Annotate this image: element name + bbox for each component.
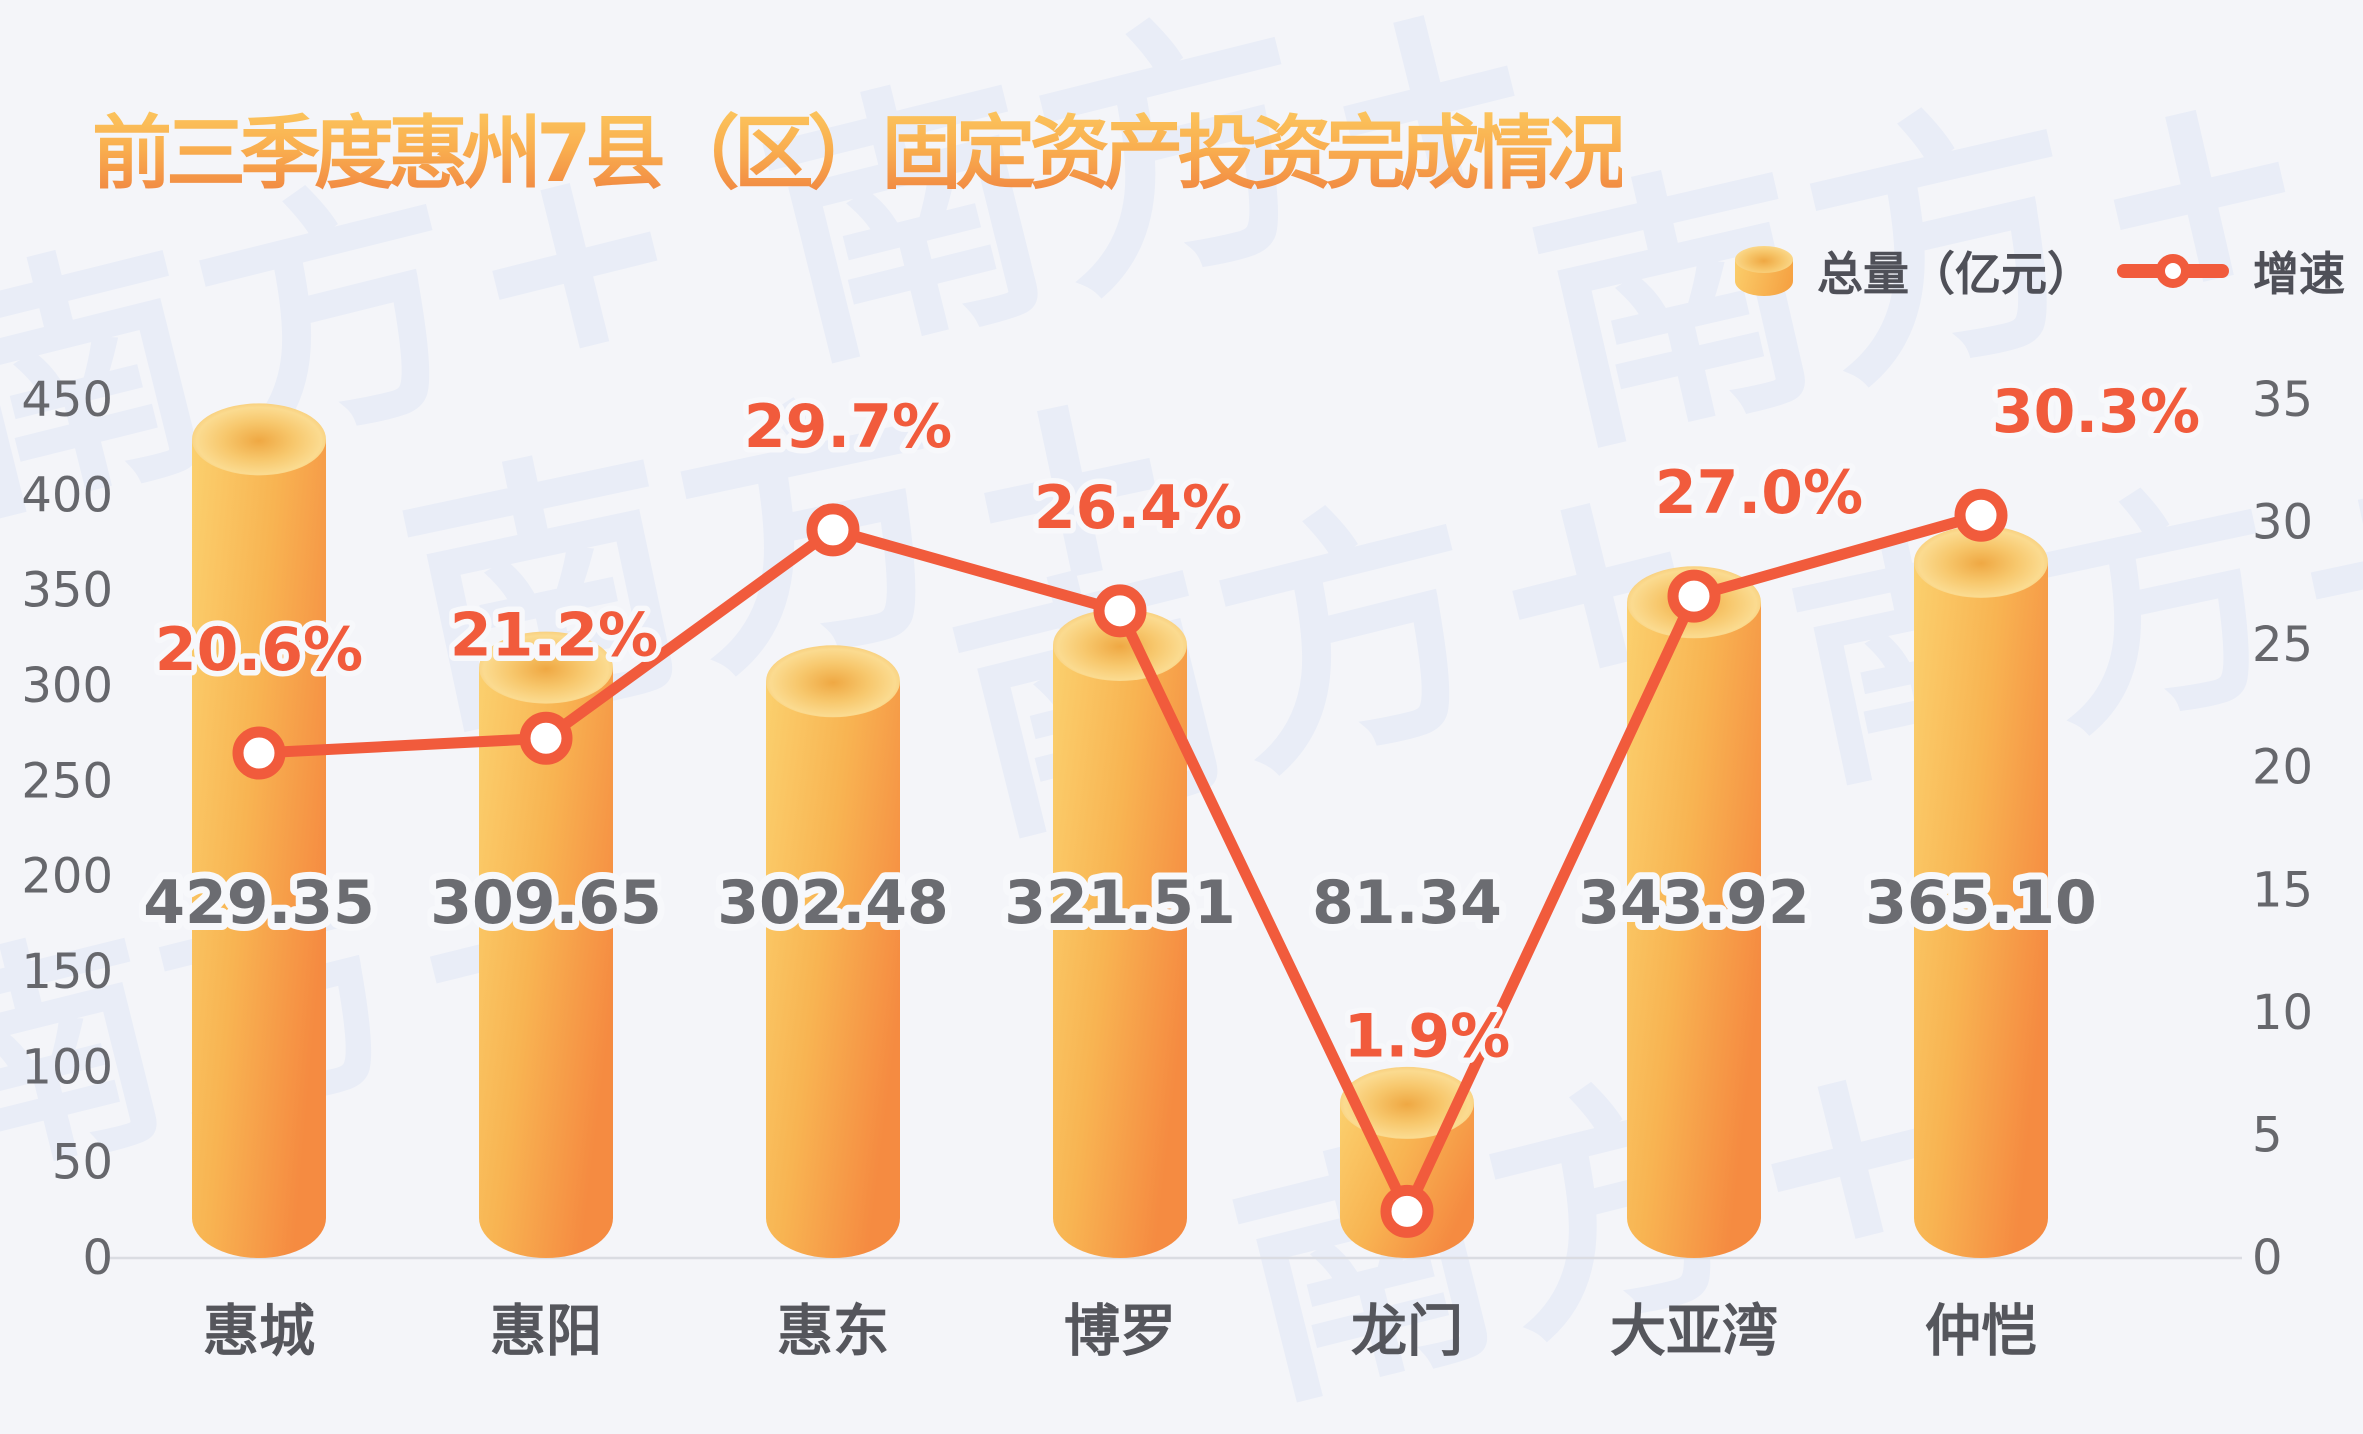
bar-cylinder-top-6 (1914, 525, 2048, 598)
right-axis-tick: 5 (2252, 1107, 2283, 1163)
bar-cylinder-1 (479, 667, 613, 1258)
bar-value-label-5: 343.92 (1578, 868, 1810, 938)
bar-value-label-4: 81.34 (1312, 868, 1502, 938)
right-axis-tick: 0 (2252, 1230, 2283, 1286)
bar-value-label-0: 429.35 (143, 868, 375, 938)
growth-marker-4 (1380, 1184, 1434, 1238)
cylinder-top (1735, 246, 1793, 273)
bar-value-label-1: 309.65 (430, 868, 662, 938)
category-label-3: 博罗 (1064, 1300, 1176, 1365)
category-label-2: 惠东 (777, 1300, 889, 1365)
left-axis-tick: 100 (21, 1039, 113, 1095)
left-axis-tick: 300 (21, 658, 113, 714)
growth-percent-label-1: 21.2% (450, 600, 658, 670)
growth-marker-6 (1954, 488, 2008, 542)
growth-marker-5 (1667, 569, 1721, 623)
bar-cylinder-5 (1627, 602, 1761, 1258)
line-series-swatch-icon (2117, 254, 2229, 288)
bar-value-label-6: 365.10 (1865, 868, 2097, 938)
bar-cylinder-2 (766, 681, 900, 1258)
left-axis-tick: 350 (21, 563, 113, 619)
right-axis-tick: 20 (2252, 740, 2313, 796)
bar-cylinder-top-4 (1340, 1066, 1474, 1139)
category-label-5: 大亚湾 (1610, 1300, 1778, 1365)
category-label-0: 惠城 (203, 1300, 315, 1365)
growth-percent-label-0: 20.6% (155, 615, 363, 685)
legend: 总量（亿元） 增速 (1735, 238, 2345, 304)
growth-percent-label-4: 1.9% (1344, 1001, 1510, 1071)
left-axis-tick: 400 (21, 467, 113, 523)
right-axis-tick: 10 (2252, 985, 2313, 1041)
bar-cylinder-6 (1914, 561, 2048, 1258)
growth-marker-2 (806, 503, 860, 557)
right-axis-tick: 35 (2252, 372, 2313, 428)
bar-cylinder-top-1 (479, 631, 613, 704)
bar-series-swatch-cylinder-icon (1735, 246, 1793, 296)
legend-line-label: 增速 (2253, 247, 2345, 301)
bar-cylinder-3 (1053, 644, 1187, 1258)
left-axis-tick: 450 (21, 372, 113, 428)
bar-cylinder-0 (192, 439, 326, 1258)
legend-bar-label: 总量（亿元） (1817, 247, 2093, 301)
left-axis-tick: 250 (21, 753, 113, 809)
bar-value-label-2: 302.48 (717, 868, 949, 938)
page-title: 前三季度惠州7县（区）固定资产投资完成情况 (92, 104, 1628, 204)
bar-cylinder-top-0 (192, 403, 326, 476)
category-label-1: 惠阳 (490, 1300, 602, 1365)
left-axis-tick: 200 (21, 849, 113, 905)
growth-percent-label-5: 27.0% (1655, 458, 1863, 528)
bar-value-label-3: 321.51 (1004, 868, 1236, 938)
growth-percent-label-6: 30.3% (1992, 377, 2200, 447)
category-label-6: 仲恺 (1925, 1300, 2037, 1365)
bar-cylinder-top-2 (766, 645, 900, 718)
growth-percent-label-2: 29.7% (744, 392, 952, 462)
left-axis-tick: 50 (52, 1135, 113, 1191)
left-axis-tick: 0 (82, 1230, 113, 1286)
growth-marker-1 (519, 711, 573, 765)
right-axis-tick: 30 (2252, 495, 2313, 551)
left-axis-tick: 150 (21, 944, 113, 1000)
growth-percent-label-3: 26.4% (1034, 473, 1242, 543)
right-axis-tick: 25 (2252, 617, 2313, 673)
growth-marker-3 (1093, 584, 1147, 638)
bar-cylinder-top-3 (1053, 608, 1187, 681)
line-marker-dot-icon (2156, 254, 2190, 288)
category-label-4: 龙门 (1351, 1300, 1463, 1365)
right-axis-tick: 15 (2252, 862, 2313, 918)
growth-marker-0 (232, 726, 286, 780)
